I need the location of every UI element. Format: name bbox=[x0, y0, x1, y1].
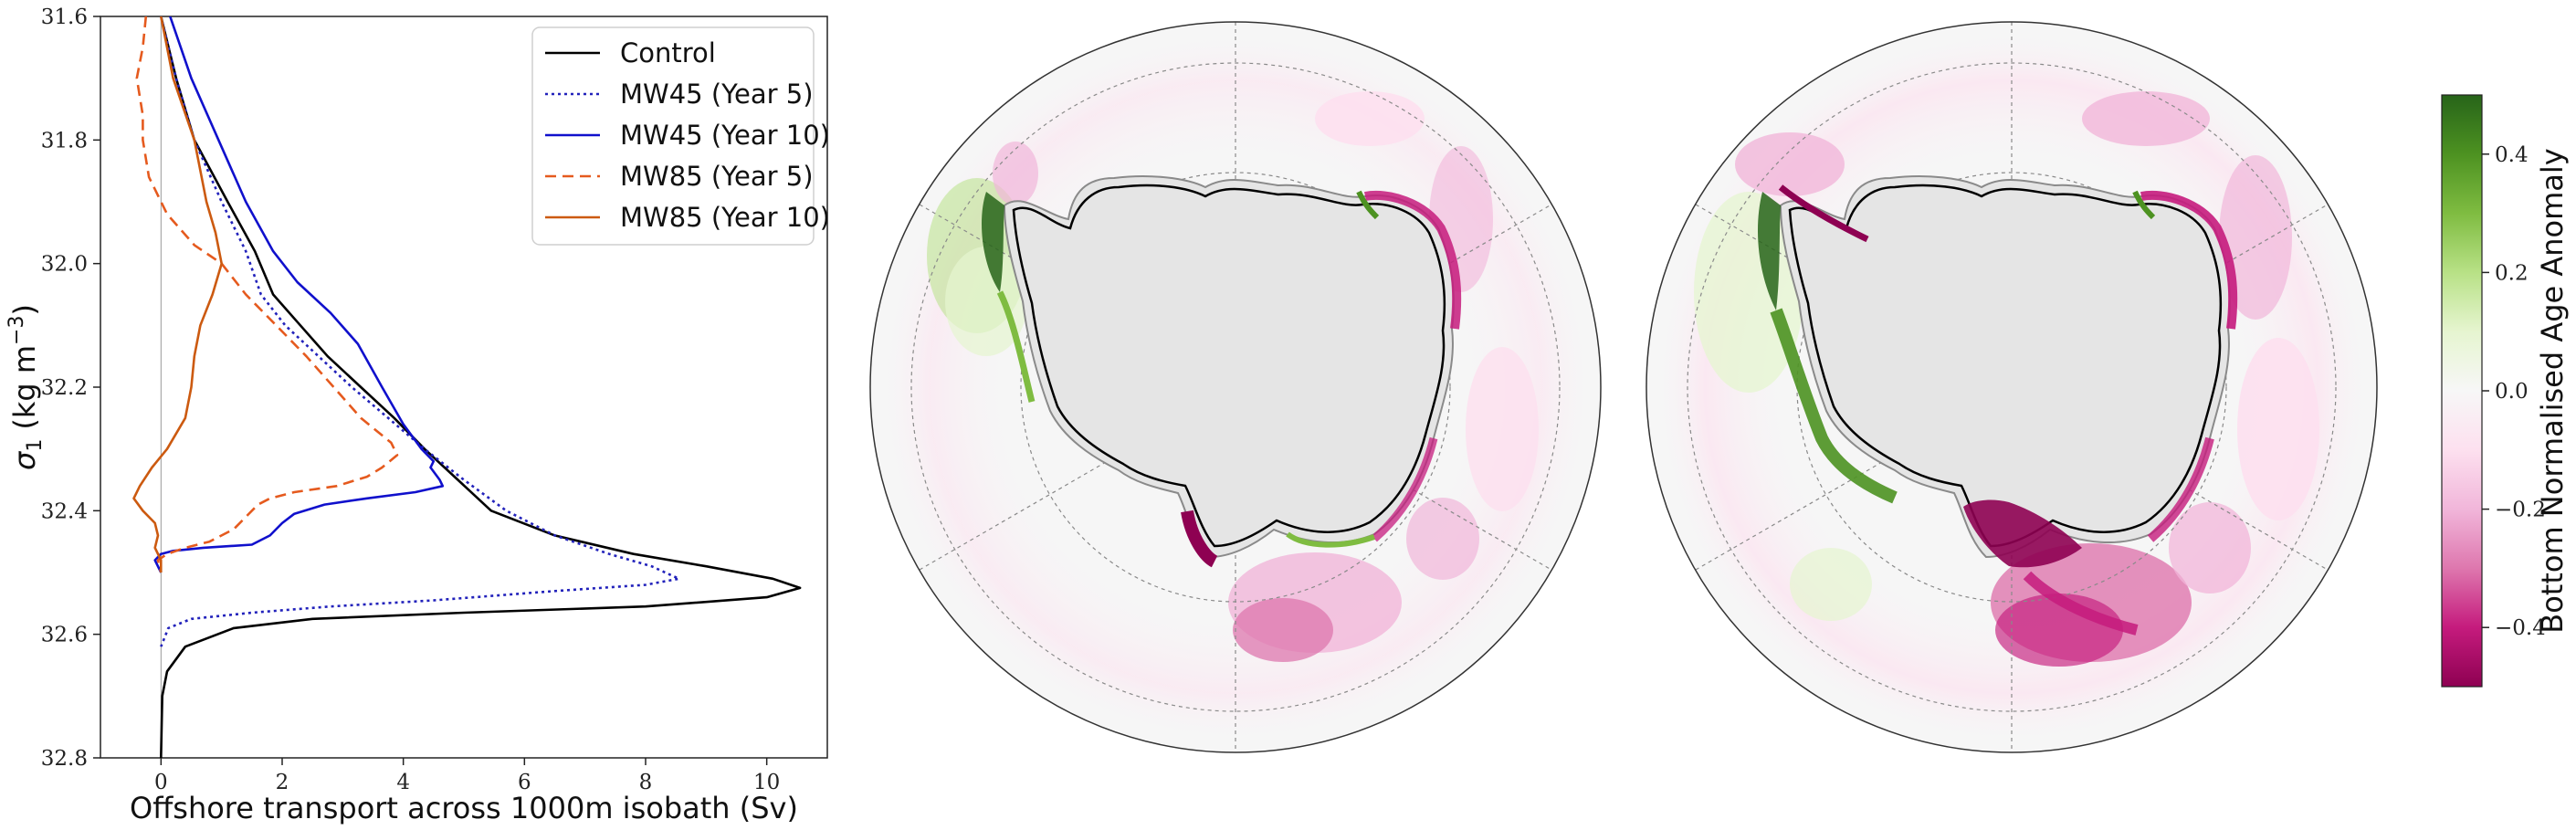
x-tick-label: 6 bbox=[518, 771, 531, 794]
y-tick-label: 31.8 bbox=[41, 129, 88, 152]
x-axis-ticks: 0 2 4 6 8 10 bbox=[154, 758, 780, 794]
map-2-boundary bbox=[1645, 21, 2378, 753]
legend-label-3: MW85 (Year 5) bbox=[620, 161, 814, 192]
series-line-3 bbox=[135, 16, 399, 573]
x-axis-label: Offshore transport across 1000m isobath … bbox=[130, 791, 798, 825]
series-lines bbox=[132, 16, 802, 758]
series-line-4 bbox=[132, 16, 223, 573]
y-axis-label-subscript: 1 bbox=[24, 439, 47, 452]
colorbar-label: Bottom Normalised Age Anomaly bbox=[2535, 148, 2570, 633]
colorbar-gradient bbox=[2441, 94, 2483, 688]
colorbar-tick-label: 0.4 bbox=[2495, 143, 2529, 167]
legend-label-2: MW45 (Year 10) bbox=[620, 120, 830, 151]
y-axis-label: σ1 (kg m−3) bbox=[5, 304, 47, 470]
antarctic-map-2 bbox=[1645, 21, 2378, 753]
map-1-coastal-anomaly bbox=[982, 190, 1462, 568]
series-line-2 bbox=[153, 16, 445, 573]
map-2-coastal-anomaly bbox=[1758, 184, 2238, 636]
y-axis-ticks: 31.6 31.8 32.0 32.2 32.4 32.6 32.8 bbox=[41, 5, 100, 771]
y-tick-label: 32.0 bbox=[41, 253, 88, 277]
x-tick-label: 8 bbox=[639, 771, 653, 794]
legend-label-0: Control bbox=[620, 37, 716, 68]
map-1-boundary bbox=[869, 21, 1602, 753]
colorbar: 0.4 0.2 0.0 −0.2 −0.4 Bottom Normalised Age … bbox=[2441, 94, 2570, 688]
y-tick-label: 32.4 bbox=[41, 499, 88, 523]
legend: Control MW45 (Year 5) MW45 (Year 10) MW85 (… bbox=[531, 26, 830, 246]
map-1-grounding-line bbox=[1012, 184, 1446, 548]
x-tick-label: 2 bbox=[276, 771, 289, 794]
series-line-1 bbox=[160, 16, 680, 647]
colorbar-tick-label: 0.2 bbox=[2495, 261, 2529, 285]
y-axis-label-sigma: σ bbox=[7, 450, 42, 470]
x-tick-label: 4 bbox=[396, 771, 410, 794]
legend-label-4: MW85 (Year 10) bbox=[620, 202, 830, 233]
y-axis-label-exponent: −3 bbox=[5, 316, 28, 345]
y-axis-label-units: (kg m bbox=[7, 345, 42, 430]
y-tick-label: 32.8 bbox=[41, 747, 88, 771]
x-tick-label: 10 bbox=[753, 771, 780, 794]
transport-profile-chart: 0 2 4 6 8 10 31.6 31.8 32.0 32.2 32.4 32.6 32.8 Off… bbox=[5, 5, 830, 825]
y-tick-label: 32.2 bbox=[41, 376, 88, 400]
y-tick-label: 32.6 bbox=[41, 624, 88, 647]
y-axis-label-close: ) bbox=[7, 304, 42, 315]
map-2-grounding-line bbox=[1788, 184, 2223, 548]
colorbar-tick-label: −0.2 bbox=[2495, 499, 2546, 522]
antarctic-map-1 bbox=[869, 21, 1602, 753]
colorbar-ticks: 0.4 0.2 0.0 −0.2 −0.4 bbox=[2482, 143, 2546, 640]
colorbar-tick-label: 0.0 bbox=[2495, 380, 2529, 404]
y-tick-label: 31.6 bbox=[41, 5, 88, 29]
colorbar-tick-label: −0.4 bbox=[2495, 616, 2546, 640]
legend-label-1: MW45 (Year 5) bbox=[620, 79, 814, 110]
x-tick-label: 0 bbox=[154, 771, 168, 794]
legend-box bbox=[531, 26, 815, 246]
